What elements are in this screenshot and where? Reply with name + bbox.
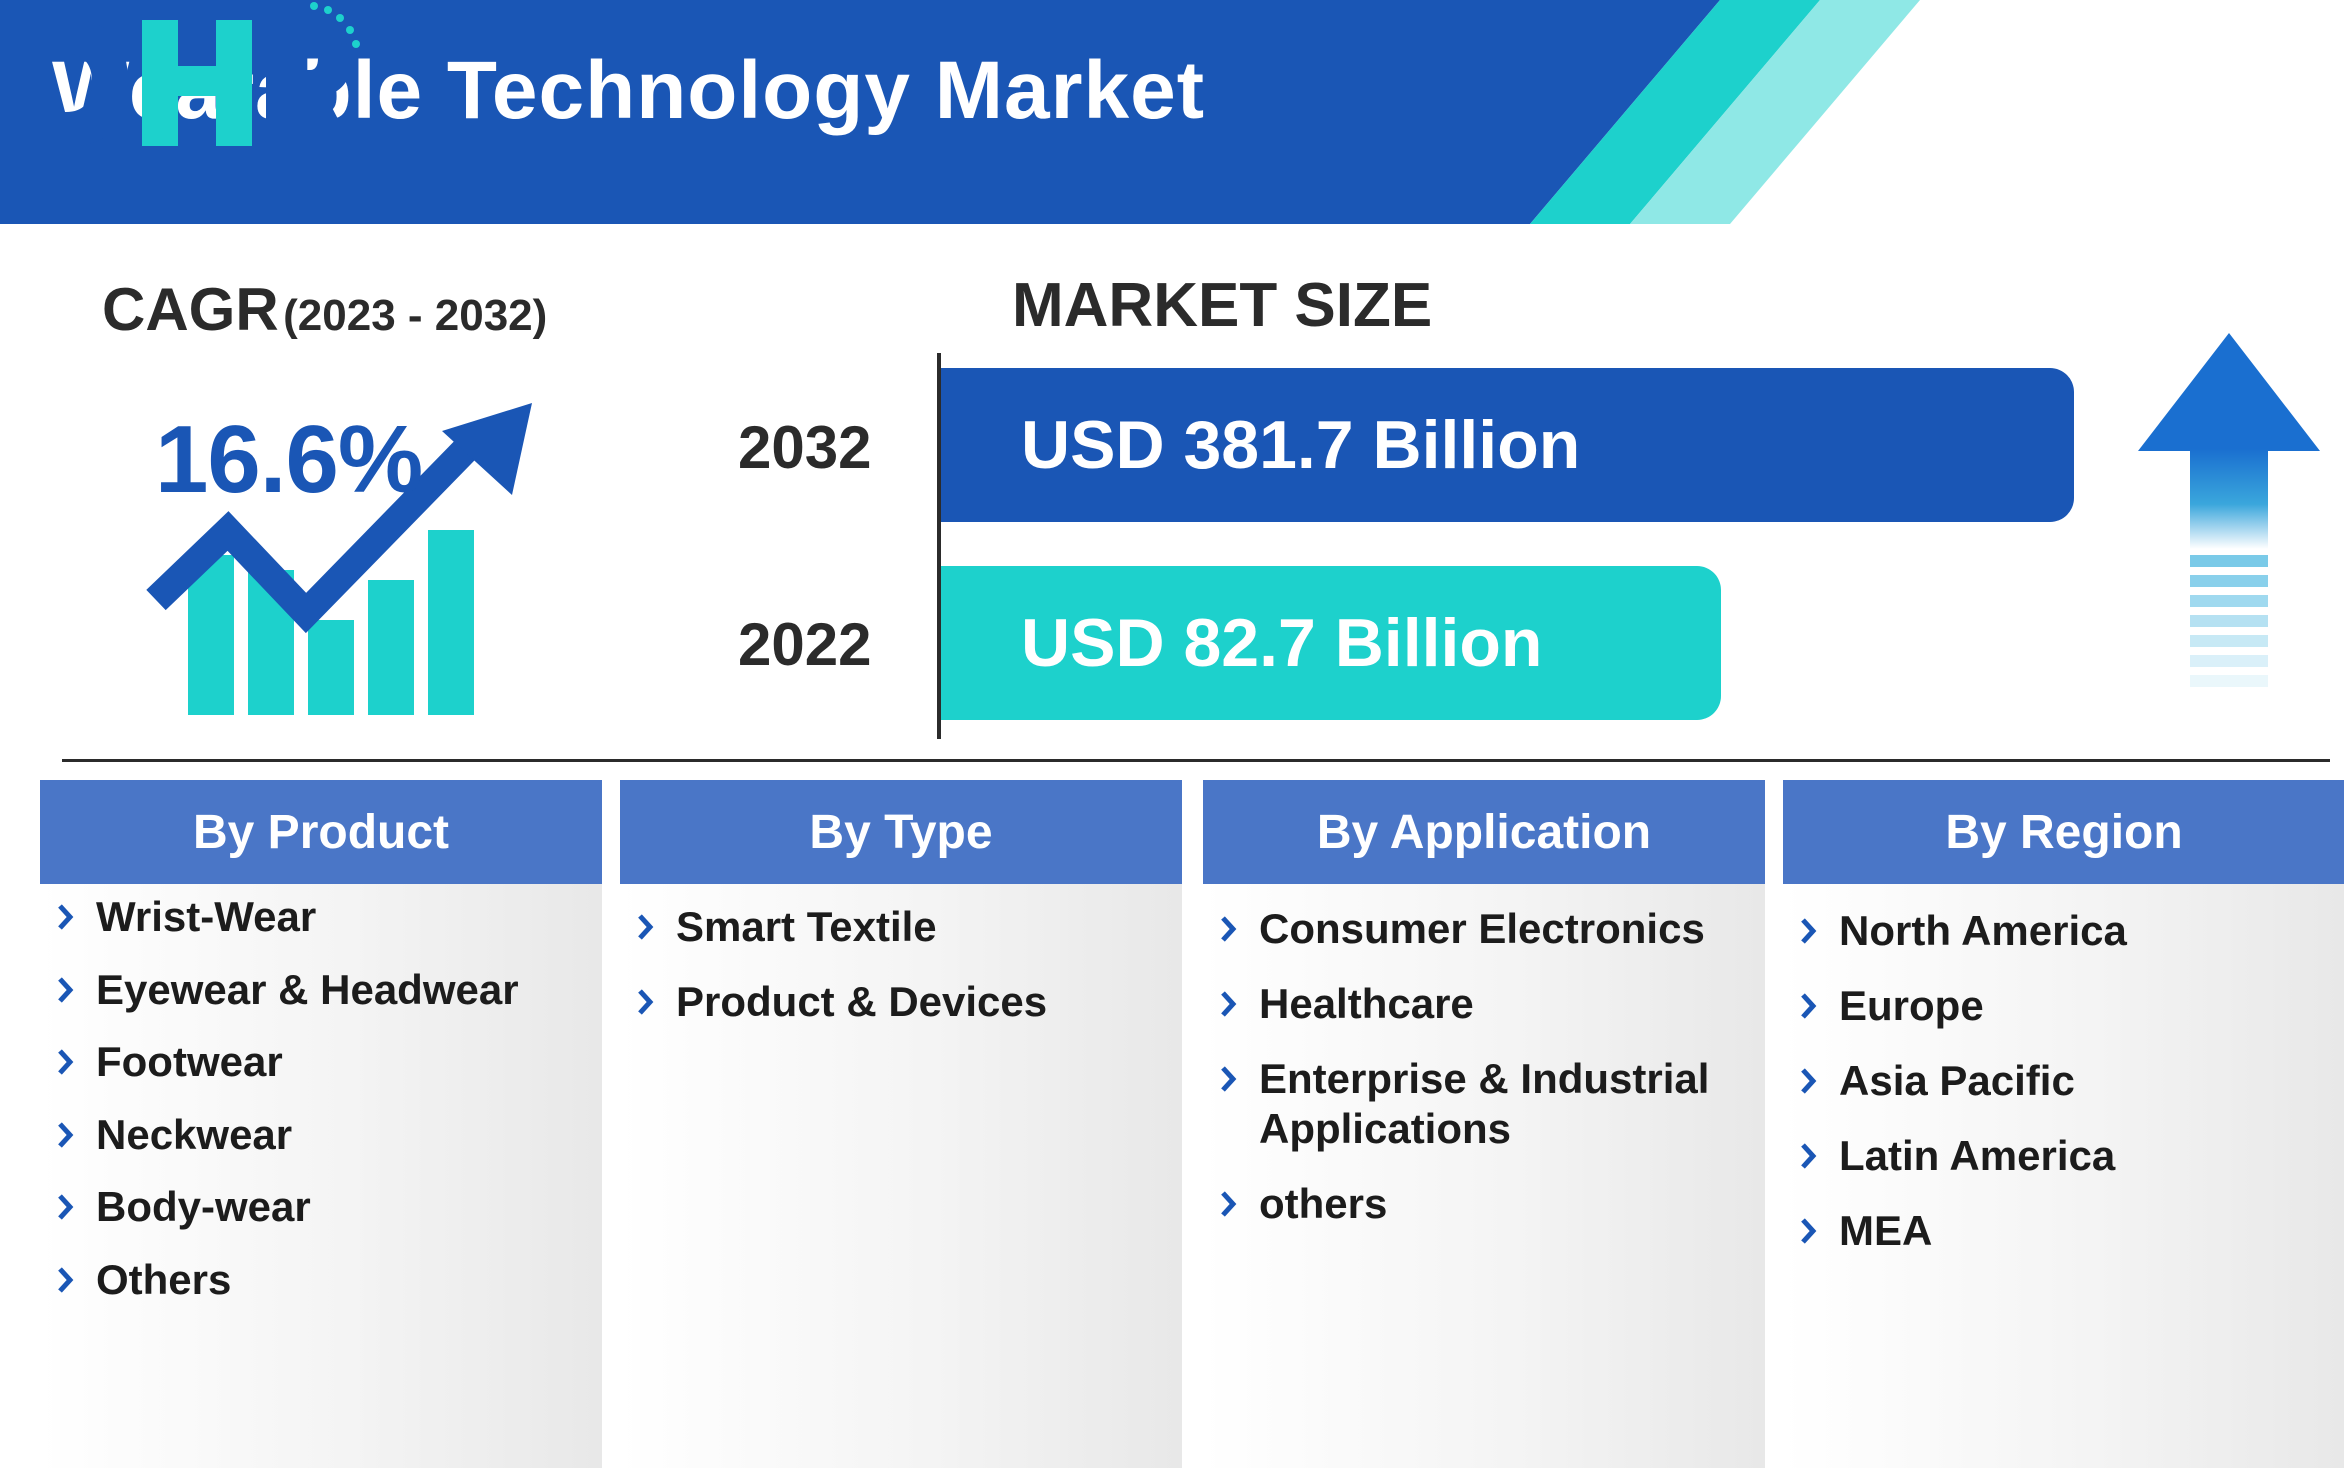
year-label-2032: 2032 (738, 414, 872, 481)
list-item: Wrist-Wear (56, 892, 594, 942)
list-item-label: Smart Textile (676, 903, 937, 950)
segment-header-product: By Product (40, 780, 602, 884)
chevron-right-icon (1799, 1056, 1829, 1106)
list-item-label: Wrist-Wear (96, 893, 317, 940)
list-item-label: Latin America (1839, 1132, 2116, 1179)
list-item-label: MEA (1839, 1207, 1933, 1254)
section-divider (62, 759, 2330, 762)
cagr-period: (2023 - 2032) (283, 291, 548, 340)
cagr-title: CAGR (102, 276, 279, 343)
list-item-label: Neckwear (96, 1111, 293, 1158)
cagr-value: 16.6% (155, 406, 423, 513)
segment-column-type: By Type Smart Textile Product & Devices (620, 780, 1182, 1468)
segment-header-region: By Region (1783, 780, 2344, 884)
list-item-label: Eyewear & Headwear (96, 966, 519, 1013)
chevron-right-icon (1799, 1206, 1829, 1256)
list-item: Enterprise & Industrial Applications (1219, 1054, 1757, 1154)
segment-header-application: By Application (1203, 780, 1765, 884)
dhr-logo (2, 2, 360, 146)
list-item-label: Healthcare (1259, 980, 1474, 1027)
chevron-right-icon (1219, 904, 1249, 954)
market-size-title: MARKET SIZE (1012, 271, 1433, 340)
list-item: Product & Devices (636, 977, 1174, 1027)
chevron-right-icon (56, 965, 86, 1015)
chevron-right-icon (1219, 979, 1249, 1029)
chevron-right-icon (1799, 906, 1829, 956)
list-item: Eyewear & Headwear (56, 965, 594, 1015)
list-item-label: Body-wear (96, 1183, 311, 1230)
growth-up-arrow-icon (2138, 333, 2320, 687)
chevron-right-icon (1219, 1054, 1249, 1104)
chevron-right-icon (636, 977, 666, 1027)
list-item: North America (1799, 906, 2337, 956)
list-item: Healthcare (1219, 979, 1757, 1029)
list-item: Smart Textile (636, 902, 1174, 952)
list-item-label: others (1259, 1180, 1388, 1227)
list-item-label: Footwear (96, 1038, 283, 1085)
list-item: MEA (1799, 1206, 2337, 1256)
list-item: Europe (1799, 981, 2337, 1031)
list-item: Latin America (1799, 1131, 2337, 1181)
chevron-right-icon (56, 892, 86, 942)
chevron-right-icon (1219, 1179, 1249, 1229)
header-background (0, 0, 1920, 224)
segment-column-region: By Region North America Europe Asia Paci… (1783, 780, 2344, 1468)
market-size-value-2032: USD 381.7 Billion (1021, 407, 1581, 483)
chevron-right-icon (1799, 1131, 1829, 1181)
list-item: Others (56, 1255, 594, 1305)
segment-column-application: By Application Consumer Electronics Heal… (1203, 780, 1765, 1468)
chevron-right-icon (56, 1110, 86, 1160)
segment-column-product: By Product Wrist-Wear Eyewear & Headwear… (40, 780, 602, 1468)
chevron-right-icon (1799, 981, 1829, 1031)
list-item: others (1219, 1179, 1757, 1229)
list-item: Neckwear (56, 1110, 594, 1160)
market-size-bar-2022: USD 82.7 Billion (941, 566, 1721, 720)
market-size-value-2022: USD 82.7 Billion (1021, 605, 1543, 681)
list-item-label: Others (96, 1256, 232, 1303)
list-item-label: Asia Pacific (1839, 1057, 2075, 1104)
list-item-label: Consumer Electronics (1259, 905, 1705, 952)
list-item-label: Enterprise & Industrial Applications (1259, 1055, 1710, 1152)
header-banner: Wearable Technology Market (0, 0, 2344, 224)
list-item: Body-wear (56, 1182, 594, 1232)
chevron-right-icon (56, 1037, 86, 1087)
year-label-2022: 2022 (738, 611, 872, 678)
cagr-label: CAGR (2023 - 2032) (102, 275, 547, 344)
segment-header-type: By Type (620, 780, 1182, 884)
chevron-right-icon (56, 1255, 86, 1305)
list-item: Consumer Electronics (1219, 904, 1757, 954)
chevron-right-icon (636, 902, 666, 952)
list-item: Footwear (56, 1037, 594, 1087)
list-item: Asia Pacific (1799, 1056, 2337, 1106)
market-size-bar-2032: USD 381.7 Billion (941, 368, 2074, 522)
list-item-label: Europe (1839, 982, 1984, 1029)
market-size-axis (937, 353, 941, 739)
list-item-label: Product & Devices (676, 978, 1048, 1025)
growth-chart-icon (146, 403, 532, 715)
list-item-label: North America (1839, 907, 2127, 954)
chevron-right-icon (56, 1182, 86, 1232)
